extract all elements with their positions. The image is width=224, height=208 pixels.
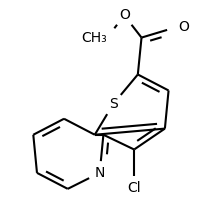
Text: S: S	[109, 97, 118, 111]
Text: CH₃: CH₃	[81, 31, 107, 45]
Text: O: O	[119, 9, 130, 22]
Text: N: N	[95, 166, 105, 180]
Text: Cl: Cl	[127, 181, 141, 195]
Text: O: O	[178, 20, 189, 33]
